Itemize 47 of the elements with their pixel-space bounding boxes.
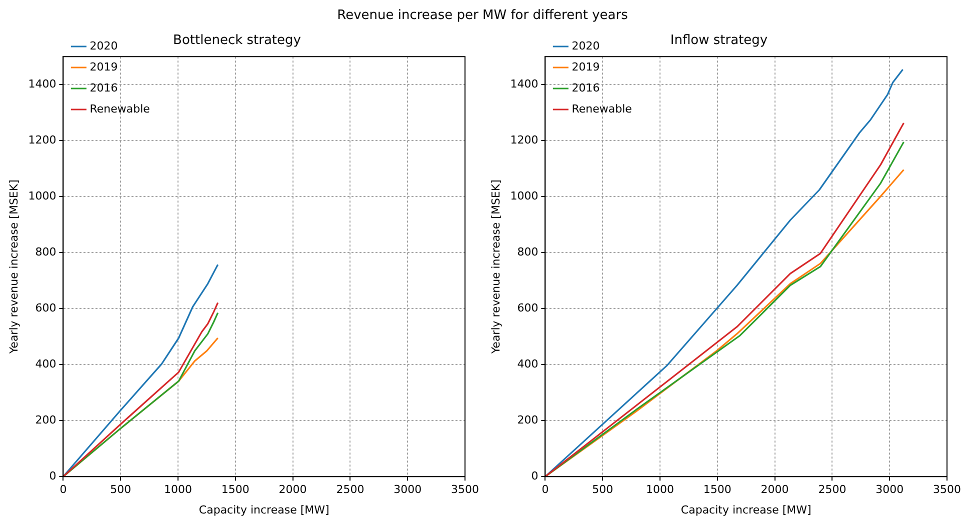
y-tick-label: 0 bbox=[531, 469, 538, 482]
text: Revenue increase per MW for different years bbox=[337, 8, 628, 23]
y-tick-label: 800 bbox=[517, 245, 538, 258]
y-tick-label: 200 bbox=[35, 413, 56, 426]
legend-label: 2020 bbox=[90, 39, 118, 52]
y-tick-label: 1000 bbox=[28, 189, 56, 202]
x-tick-label: 0 bbox=[60, 483, 67, 496]
y-tick-label: 1400 bbox=[28, 77, 56, 90]
legend-label: 2019 bbox=[90, 60, 118, 74]
x-tick-label: 0 bbox=[542, 483, 549, 496]
x-tick-label: 1000 bbox=[646, 483, 674, 496]
y-tick-label: 1200 bbox=[510, 133, 538, 146]
legend-label: Renewable bbox=[572, 102, 632, 116]
legend-label: 2020 bbox=[572, 39, 600, 52]
x-tick-label: 3500 bbox=[933, 483, 962, 496]
y-axis-title: Yearly revenue increase [MSEK] bbox=[7, 180, 20, 355]
x-axis-title: Capacity increase [MW] bbox=[198, 503, 330, 516]
legend-label: Renewable bbox=[90, 102, 150, 116]
x-tick-label: 2500 bbox=[336, 483, 364, 496]
y-tick-label: 600 bbox=[35, 301, 56, 314]
y-tick-label: 800 bbox=[35, 245, 56, 258]
x-axis-title: Capacity increase [MW] bbox=[680, 503, 812, 516]
legend-label: 2016 bbox=[572, 81, 600, 94]
y-tick-label: 1400 bbox=[510, 77, 538, 90]
y-tick-label: 600 bbox=[517, 301, 538, 314]
y-tick-label: 400 bbox=[517, 357, 538, 370]
x-tick-label: 2500 bbox=[818, 483, 846, 496]
x-tick-label: 1500 bbox=[221, 483, 250, 496]
y-tick-label: 0 bbox=[49, 469, 56, 482]
x-tick-label: 1500 bbox=[703, 483, 732, 496]
x-tick-label: 3000 bbox=[394, 483, 422, 496]
x-tick-label: 1000 bbox=[164, 483, 192, 496]
x-tick-label: 2000 bbox=[278, 483, 307, 496]
x-tick-label: 3500 bbox=[451, 483, 480, 496]
x-tick-label: 500 bbox=[592, 483, 614, 496]
y-tick-label: 200 bbox=[517, 413, 538, 426]
legend-label: 2016 bbox=[90, 81, 118, 94]
chart-title: Bottleneck strategy bbox=[173, 33, 302, 48]
y-tick-label: 1000 bbox=[510, 189, 538, 202]
y-axis-title: Yearly revenue increase [MSEK] bbox=[489, 180, 502, 355]
chart-title: Inflow strategy bbox=[670, 33, 768, 48]
legend-label: 2019 bbox=[572, 60, 600, 74]
y-tick-label: 400 bbox=[35, 357, 56, 370]
x-tick-label: 2000 bbox=[760, 483, 789, 496]
y-tick-label: 1200 bbox=[28, 133, 56, 146]
x-tick-label: 3000 bbox=[876, 483, 904, 496]
x-tick-label: 500 bbox=[110, 483, 132, 496]
